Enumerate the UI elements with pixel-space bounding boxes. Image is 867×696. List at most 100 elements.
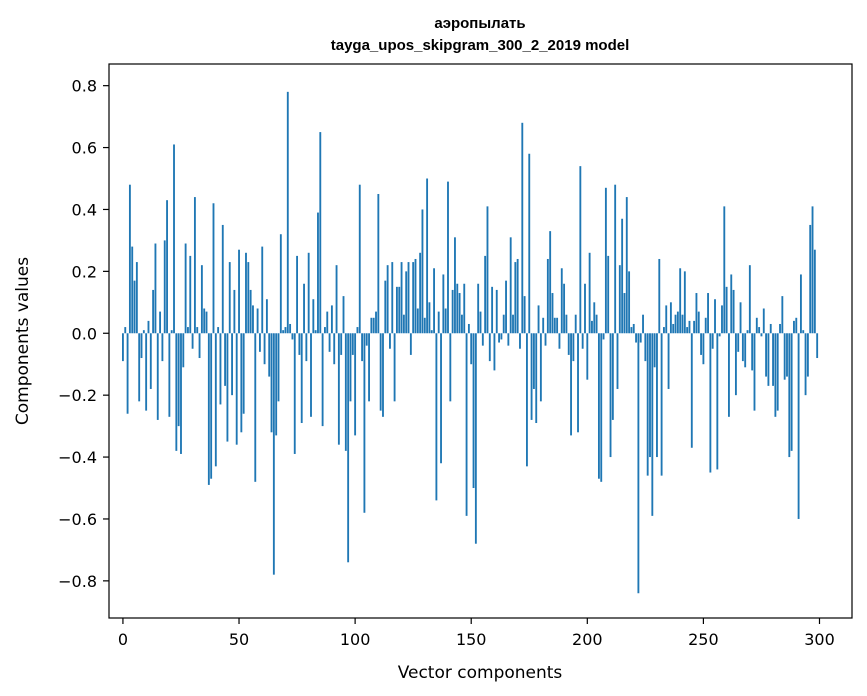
bar-18: [163, 240, 166, 334]
bar-183: [546, 258, 549, 334]
y-tick-label-7: 0.6: [72, 139, 97, 158]
bar-254: [711, 333, 714, 349]
bar-148: [465, 333, 468, 516]
bar-161: [495, 289, 498, 334]
bar-188: [558, 333, 561, 349]
bar-11: [147, 320, 150, 334]
bar-248: [697, 311, 700, 334]
bar-285: [783, 333, 786, 380]
x-tick-label-0: 0: [118, 630, 128, 649]
bar-165: [505, 280, 507, 334]
bar-125: [412, 262, 415, 334]
bar-232: [660, 333, 663, 476]
bar-150: [470, 333, 473, 365]
bar-210: [609, 333, 612, 458]
bar-169: [514, 262, 517, 334]
bar-120: [400, 262, 403, 334]
bar-280: [772, 333, 774, 386]
bar-180: [539, 333, 542, 402]
bar-94: [340, 333, 343, 355]
bar-35: [203, 308, 206, 334]
bar-107: [370, 317, 373, 334]
bar-130: [423, 317, 426, 334]
bar-108: [372, 317, 375, 334]
y-tick-label-8: 0.8: [72, 77, 97, 96]
bar-111: [379, 333, 382, 411]
bar-226: [646, 333, 649, 476]
bar-213: [616, 333, 619, 389]
bar-191: [565, 314, 568, 334]
bar-297: [811, 206, 814, 334]
bar-117: [393, 333, 396, 402]
bar-30: [191, 333, 194, 349]
bar-103: [361, 333, 364, 362]
bar-2: [126, 333, 129, 414]
bar-205: [597, 333, 600, 479]
bar-31: [193, 197, 196, 334]
x-tick-label-150: 150: [456, 630, 487, 649]
bar-128: [419, 252, 422, 334]
bar-60: [261, 246, 264, 334]
bar-223: [639, 333, 642, 343]
bar-288: [790, 333, 793, 451]
bar-8: [140, 333, 143, 359]
bar-163: [500, 333, 503, 340]
bar-286: [786, 333, 788, 377]
bar-166: [507, 333, 510, 346]
bar-53: [245, 252, 247, 334]
bar-7: [138, 333, 141, 402]
bar-135: [435, 333, 438, 501]
bar-220: [632, 323, 635, 334]
bar-69: [282, 330, 285, 334]
bar-252: [707, 293, 709, 334]
bar-63: [268, 333, 271, 377]
bar-86: [321, 333, 324, 427]
bar-181: [542, 317, 545, 334]
chart-title: аэропылать: [434, 15, 525, 32]
bar-141: [449, 333, 452, 402]
bar-247: [695, 293, 698, 334]
bar-127: [416, 308, 419, 334]
bar-179: [537, 305, 540, 334]
bar-224: [642, 314, 644, 334]
bar-153: [477, 283, 480, 334]
bar-274: [758, 327, 761, 334]
x-tick-label-250: 250: [688, 630, 719, 649]
bar-129: [421, 209, 424, 334]
bar-58: [256, 308, 259, 334]
bar-122: [405, 271, 408, 334]
bar-256: [716, 333, 719, 470]
bar-83: [314, 330, 317, 334]
bar-43: [221, 224, 224, 334]
bar-259: [723, 206, 726, 334]
bar-270: [748, 265, 751, 334]
bar-140: [447, 181, 449, 334]
bar-3: [128, 184, 131, 334]
x-axis-ticks: 0 50 100 150 200 250 300: [118, 618, 835, 649]
x-tick-label-50: 50: [229, 630, 249, 649]
bar-126: [414, 258, 417, 334]
bar-70: [284, 327, 287, 334]
bar-84: [317, 212, 319, 334]
bar-251: [704, 317, 707, 334]
bar-202: [591, 320, 593, 334]
bar-73: [291, 333, 294, 340]
bar-234: [665, 305, 668, 334]
bar-112: [382, 333, 384, 417]
bar-46: [228, 262, 231, 334]
bar-49: [235, 333, 238, 445]
bar-293: [802, 330, 805, 334]
bar-91: [333, 333, 336, 365]
bar-10: [145, 333, 148, 411]
bar-200: [586, 333, 589, 380]
bar-264: [734, 333, 737, 396]
bar-139: [444, 308, 447, 334]
bar-170: [516, 258, 519, 334]
bar-119: [398, 286, 401, 334]
bar-263: [732, 289, 735, 334]
bar-42: [219, 333, 222, 405]
bar-271: [751, 333, 754, 371]
bar-110: [377, 193, 380, 334]
bar-146: [461, 314, 463, 334]
bar-62: [265, 299, 268, 334]
